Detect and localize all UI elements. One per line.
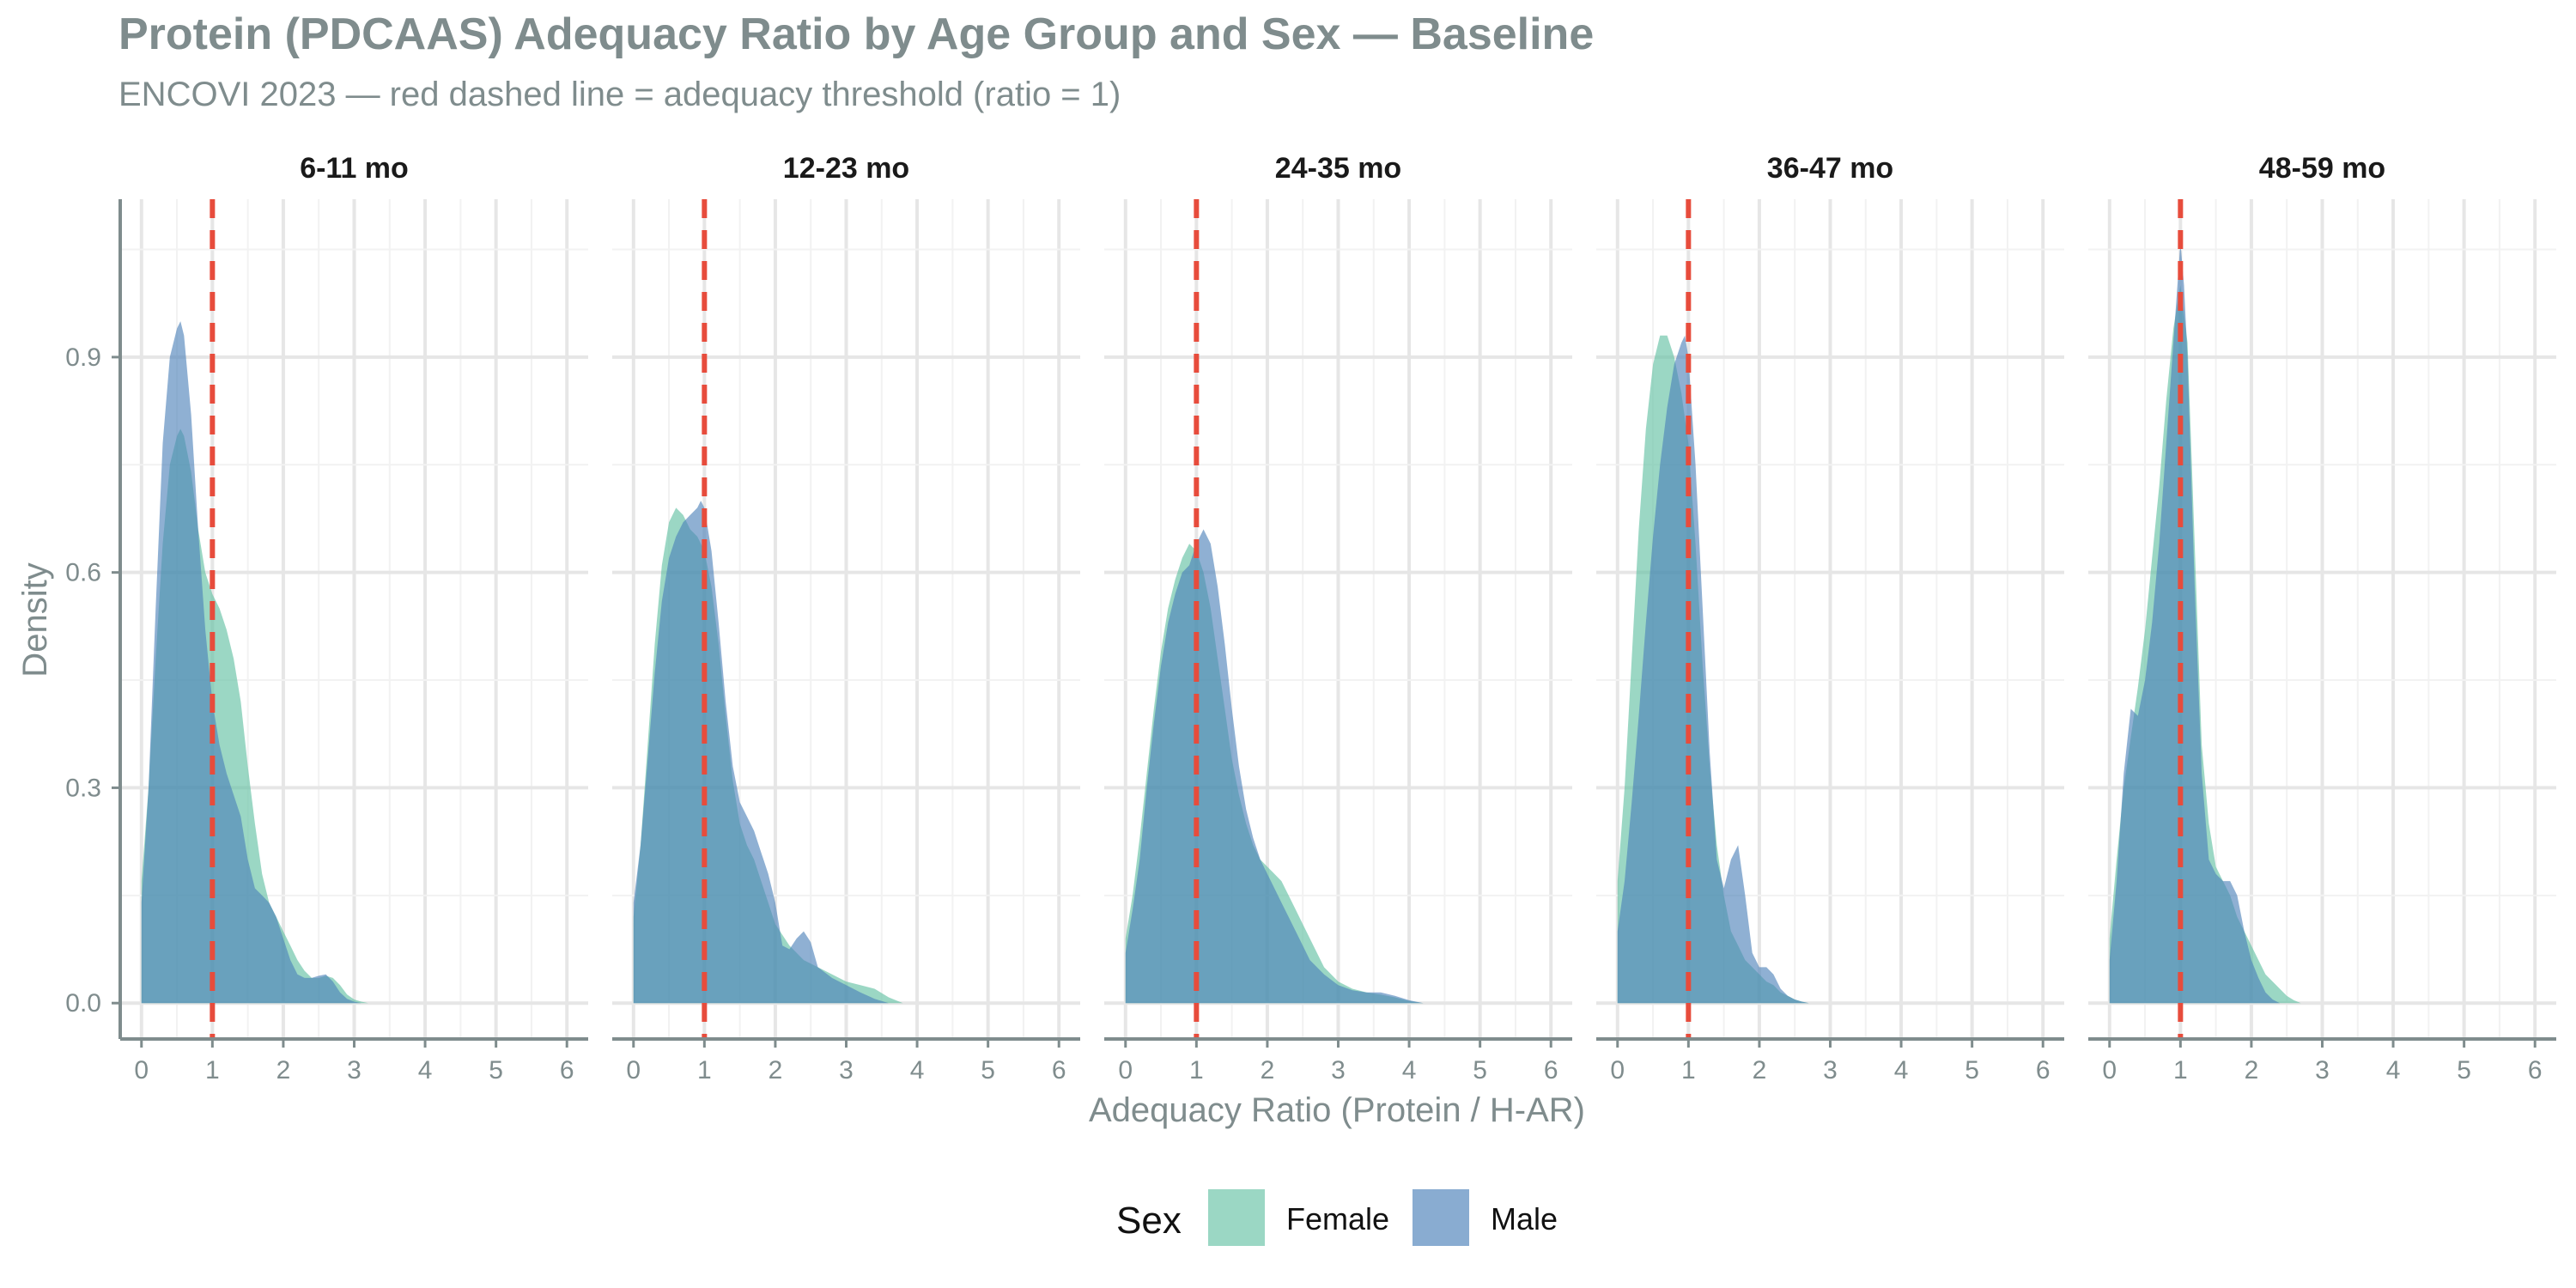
x-tick-label-12-23-mo: 1 (697, 1056, 712, 1084)
x-tick-label-6-11-mo: 5 (489, 1056, 503, 1084)
x-tick-label-48-59-mo: 0 (2102, 1056, 2117, 1084)
x-tick-label-36-47-mo: 6 (2036, 1056, 2050, 1084)
density-area-male-48-59-mo (2109, 242, 2280, 1004)
facet-label-12-23-mo: 12-23 mo (783, 152, 909, 185)
density-area-male-12-23-mo (633, 501, 890, 1004)
facet-label-36-47-mo: 36-47 mo (1767, 152, 1893, 185)
x-tick-label-12-23-mo: 3 (839, 1056, 854, 1084)
y-tick-label: 0.3 (65, 774, 101, 802)
density-area-male-6-11-mo (141, 321, 361, 1004)
facet-label-24-35-mo: 24-35 mo (1275, 152, 1401, 185)
x-tick-label-36-47-mo: 0 (1610, 1056, 1625, 1084)
legend-swatch-male (1413, 1189, 1469, 1246)
x-tick-label-6-11-mo: 1 (205, 1056, 220, 1084)
x-tick-label-24-35-mo: 0 (1118, 1056, 1133, 1084)
x-tick-label-24-35-mo: 4 (1402, 1056, 1417, 1084)
x-tick-label-24-35-mo: 3 (1331, 1056, 1346, 1084)
x-tick-label-48-59-mo: 5 (2457, 1056, 2471, 1084)
y-tick-label: 0.6 (65, 559, 101, 587)
legend-swatch-female (1208, 1189, 1265, 1246)
y-tick-label: 0.9 (65, 343, 101, 372)
x-tick-label-12-23-mo: 2 (769, 1056, 783, 1084)
x-tick-label-36-47-mo: 4 (1894, 1056, 1909, 1084)
chart-title: Protein (PDCAAS) Adequacy Ratio by Age G… (118, 9, 1595, 59)
x-tick-label-12-23-mo: 4 (910, 1056, 925, 1084)
x-tick-label-24-35-mo: 6 (1544, 1056, 1558, 1084)
x-tick-label-12-23-mo: 0 (626, 1056, 641, 1084)
legend-title: Sex (1116, 1200, 1182, 1242)
x-tick-label-24-35-mo: 2 (1261, 1056, 1275, 1084)
y-axis-title: Density (16, 562, 54, 677)
legend-label-male: Male (1491, 1201, 1558, 1236)
x-tick-label-24-35-mo: 1 (1189, 1056, 1204, 1084)
facet-label-6-11-mo: 6-11 mo (300, 152, 409, 185)
x-tick-label-6-11-mo: 6 (560, 1056, 574, 1084)
density-area-male-36-47-mo (1617, 335, 1809, 1004)
x-tick-label-24-35-mo: 5 (1473, 1056, 1487, 1084)
facet-label-48-59-mo: 48-59 mo (2259, 152, 2385, 185)
x-tick-label-36-47-mo: 5 (1965, 1056, 1979, 1084)
x-tick-label-36-47-mo: 1 (1681, 1056, 1696, 1084)
x-tick-label-48-59-mo: 2 (2245, 1056, 2259, 1084)
x-tick-label-36-47-mo: 2 (1753, 1056, 1767, 1084)
density-area-male-24-35-mo (1125, 529, 1424, 1004)
x-tick-label-48-59-mo: 3 (2315, 1056, 2330, 1084)
x-tick-label-48-59-mo: 1 (2173, 1056, 2188, 1084)
x-axis-title: Adequacy Ratio (Protein / H-AR) (1089, 1091, 1585, 1129)
x-tick-label-36-47-mo: 3 (1823, 1056, 1838, 1084)
x-tick-label-6-11-mo: 2 (276, 1056, 291, 1084)
chart-subtitle: ENCOVI 2023 — red dashed line = adequacy… (118, 76, 1121, 113)
x-tick-label-6-11-mo: 4 (418, 1056, 433, 1084)
x-tick-label-48-59-mo: 4 (2386, 1056, 2401, 1084)
x-tick-label-12-23-mo: 5 (981, 1056, 995, 1084)
x-tick-label-48-59-mo: 6 (2528, 1056, 2543, 1084)
legend-label-female: Female (1286, 1201, 1389, 1236)
x-tick-label-6-11-mo: 3 (347, 1056, 361, 1084)
x-tick-label-12-23-mo: 6 (1052, 1056, 1066, 1084)
x-tick-label-6-11-mo: 0 (134, 1056, 149, 1084)
y-tick-label: 0.0 (65, 989, 101, 1018)
